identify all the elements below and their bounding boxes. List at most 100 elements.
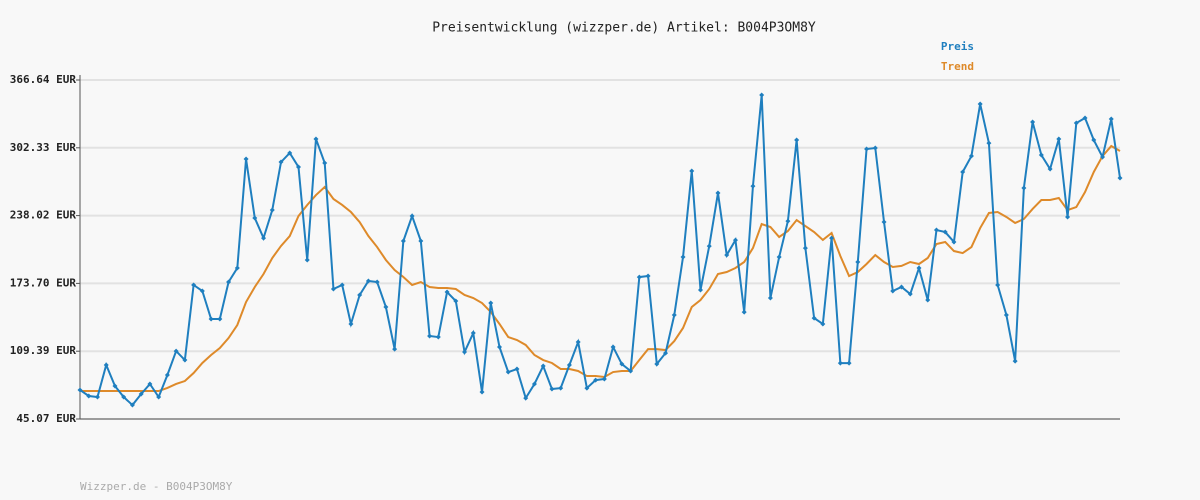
- point-marker: [689, 168, 695, 174]
- point-marker: [234, 265, 240, 271]
- point-marker: [663, 350, 669, 356]
- point-marker: [942, 229, 948, 235]
- point-marker: [855, 259, 861, 265]
- point-marker: [785, 218, 791, 224]
- point-marker: [610, 344, 616, 350]
- point-marker: [470, 330, 476, 336]
- point-marker: [488, 300, 494, 306]
- point-marker: [252, 215, 258, 221]
- point-marker: [164, 372, 170, 378]
- point-marker: [1003, 312, 1009, 318]
- point-marker: [1030, 119, 1036, 125]
- point-marker: [1100, 154, 1106, 160]
- point-marker: [427, 333, 433, 339]
- point-marker: [1108, 116, 1114, 122]
- point-marker: [811, 315, 817, 321]
- point-marker: [645, 273, 651, 279]
- point-marker: [759, 92, 765, 98]
- point-marker: [182, 357, 188, 363]
- point-marker: [558, 385, 564, 391]
- point-marker: [741, 309, 747, 315]
- point-marker: [829, 235, 835, 241]
- point-marker: [287, 150, 293, 156]
- chart-title: Preisentwicklung (wizzper.de) Artikel: B…: [432, 21, 816, 36]
- point-marker: [444, 289, 450, 295]
- point-marker: [802, 245, 808, 251]
- point-marker: [295, 164, 301, 170]
- point-marker: [549, 386, 555, 392]
- point-marker: [601, 376, 607, 382]
- point-marker: [584, 385, 590, 391]
- point-marker: [899, 284, 905, 290]
- point-marker: [698, 287, 704, 293]
- point-marker: [872, 145, 878, 151]
- point-marker: [1117, 175, 1123, 181]
- point-marker: [191, 282, 197, 288]
- legend-label: Preis: [941, 40, 974, 53]
- y-tick-label: 45.07 EUR: [16, 412, 76, 425]
- point-marker: [767, 295, 773, 301]
- point-marker: [715, 190, 721, 196]
- point-marker: [916, 265, 922, 271]
- y-tick-label: 173.70 EUR: [10, 276, 77, 289]
- point-marker: [1012, 358, 1018, 364]
- point-marker: [278, 159, 284, 165]
- point-marker: [864, 146, 870, 152]
- point-marker: [1082, 115, 1088, 121]
- y-tick-label: 238.02 EUR: [10, 209, 77, 222]
- point-marker: [593, 377, 599, 383]
- point-marker: [129, 402, 135, 408]
- point-marker: [1038, 152, 1044, 158]
- point-marker: [217, 316, 223, 322]
- point-marker: [138, 391, 144, 397]
- point-marker: [121, 394, 127, 400]
- point-marker: [820, 321, 826, 327]
- point-marker: [706, 243, 712, 249]
- point-marker: [750, 183, 756, 189]
- point-marker: [322, 160, 328, 166]
- point-marker: [907, 291, 913, 297]
- point-marker: [951, 239, 957, 245]
- y-tick-label: 366.64 EUR: [10, 73, 77, 86]
- series-line: [79, 94, 1121, 407]
- point-marker: [208, 316, 214, 322]
- point-marker: [418, 238, 424, 244]
- point-marker: [732, 237, 738, 243]
- series-line: [80, 144, 1121, 393]
- point-marker: [147, 381, 153, 387]
- point-marker: [776, 254, 782, 260]
- point-marker: [103, 362, 109, 368]
- point-marker: [86, 393, 92, 399]
- point-marker: [462, 349, 468, 355]
- point-marker: [453, 298, 459, 304]
- point-marker: [960, 169, 966, 175]
- point-marker: [496, 344, 502, 350]
- point-marker: [846, 360, 852, 366]
- point-marker: [479, 389, 485, 395]
- point-marker: [269, 207, 275, 213]
- point-marker: [680, 254, 686, 260]
- point-marker: [409, 213, 415, 219]
- y-tick-label: 302.33 EUR: [10, 141, 77, 154]
- point-marker: [348, 321, 354, 327]
- point-marker: [619, 361, 625, 367]
- point-marker: [330, 286, 336, 292]
- point-marker: [977, 101, 983, 107]
- point-marker: [261, 235, 267, 241]
- point-marker: [933, 227, 939, 233]
- point-marker: [1091, 137, 1097, 143]
- point-marker: [400, 238, 406, 244]
- point-marker: [226, 279, 232, 285]
- point-marker: [94, 394, 100, 400]
- point-marker: [304, 257, 310, 263]
- point-marker: [156, 394, 162, 400]
- point-marker: [724, 252, 730, 258]
- point-marker: [435, 334, 441, 340]
- legend-label: Trend: [941, 60, 974, 73]
- point-marker: [566, 362, 572, 368]
- point-marker: [986, 140, 992, 146]
- point-marker: [540, 363, 546, 369]
- point-marker: [531, 381, 537, 387]
